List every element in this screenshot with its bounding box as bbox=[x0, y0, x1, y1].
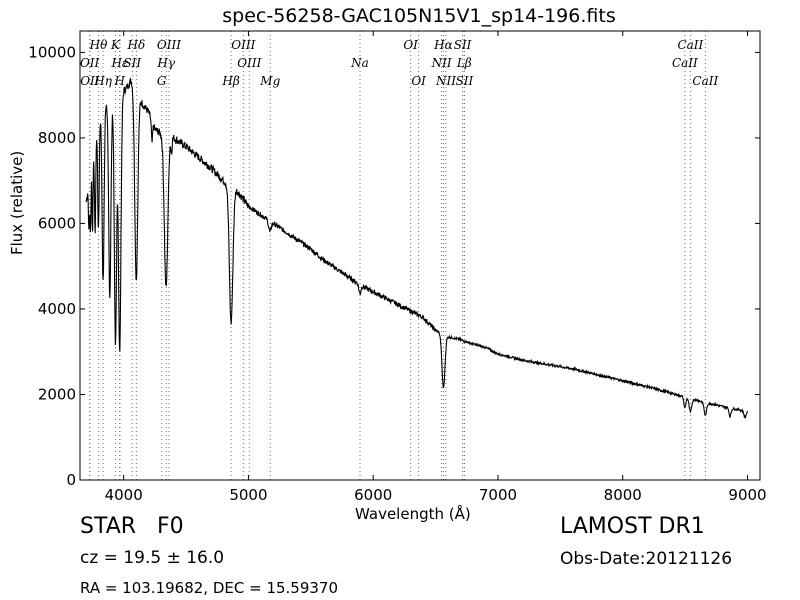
observation-date: Obs-Date:20121126 bbox=[560, 549, 733, 569]
spectral-line-label: OIII bbox=[237, 56, 261, 70]
spectral-line-label: K bbox=[110, 38, 121, 52]
y-tick-label: 2000 bbox=[38, 385, 76, 403]
star-subclass: F0 bbox=[157, 514, 184, 539]
spectrum-line bbox=[85, 77, 748, 419]
spectral-line-label: NII bbox=[435, 74, 456, 88]
spectral-line-label: NII bbox=[431, 56, 452, 70]
spectral-line-label: OII bbox=[80, 56, 100, 70]
star-class: STAR bbox=[80, 514, 137, 539]
spectral-line-label: Hγ bbox=[156, 56, 175, 70]
y-tick-label: 0 bbox=[66, 471, 76, 489]
spectral-line-label: OIII bbox=[157, 38, 181, 52]
x-tick-label: 6000 bbox=[354, 486, 392, 504]
spectral-line-label: CaII bbox=[692, 74, 718, 88]
spectral-line-label: OIII bbox=[231, 38, 255, 52]
x-tick-label: 7000 bbox=[479, 486, 517, 504]
spectral-line-label: OI bbox=[411, 74, 426, 88]
spectral-line-label: Na bbox=[350, 56, 369, 70]
chart-title: spec-56258-GAC105N15V1_sp14-196.fits bbox=[222, 5, 616, 27]
plot-frame bbox=[79, 30, 761, 481]
x-tick-label: 8000 bbox=[604, 486, 642, 504]
spectral-line-label: SII bbox=[123, 56, 141, 70]
spectral-line-label: Hε bbox=[110, 56, 128, 70]
y-tick-label: 6000 bbox=[38, 214, 76, 232]
x-axis-label: Wavelength (Å) bbox=[355, 505, 471, 523]
redshift-text: cz = 19.5 ± 16.0 bbox=[80, 548, 225, 568]
y-tick-label: 10000 bbox=[28, 43, 76, 61]
spectral-line-markers bbox=[89, 31, 706, 480]
axis-ticks: 4000 5000 6000 7000 8000 9000 0 2000 4000 6000 800… bbox=[28, 31, 767, 504]
y-axis-label: Flux (relative) bbox=[8, 150, 26, 255]
spectral-line-label: CaII bbox=[677, 38, 703, 52]
spectral-line-label: OI bbox=[403, 38, 418, 52]
spectral-line-label: SII bbox=[456, 74, 474, 88]
spectral-line-label: Mg bbox=[259, 74, 280, 88]
spectral-line-label: CaII bbox=[672, 56, 698, 70]
spectral-line-label: SII bbox=[454, 38, 472, 52]
coordinates-text: RA = 103.19682, DEC = 15.59370 bbox=[80, 579, 339, 597]
spectral-line-label: H bbox=[113, 74, 125, 88]
survey-name: LAMOST DR1 bbox=[560, 514, 705, 539]
spectral-line-label: Hβ bbox=[221, 74, 239, 88]
x-tick-label: 4000 bbox=[105, 486, 143, 504]
spectral-line-label: OII bbox=[80, 74, 100, 88]
spectral-line-label: Hα bbox=[433, 38, 453, 52]
spectral-line-label: Hη bbox=[93, 74, 112, 88]
spectral-line-label: Hδ bbox=[127, 38, 146, 52]
spectral-line-label: Lβ bbox=[456, 56, 472, 70]
y-tick-label: 8000 bbox=[38, 129, 76, 147]
y-tick-label: 4000 bbox=[38, 300, 76, 318]
x-tick-label: 5000 bbox=[229, 486, 267, 504]
x-tick-label: 9000 bbox=[728, 486, 766, 504]
spectral-line-label: Hθ bbox=[89, 38, 108, 52]
spectral-line-label: G bbox=[157, 74, 167, 88]
